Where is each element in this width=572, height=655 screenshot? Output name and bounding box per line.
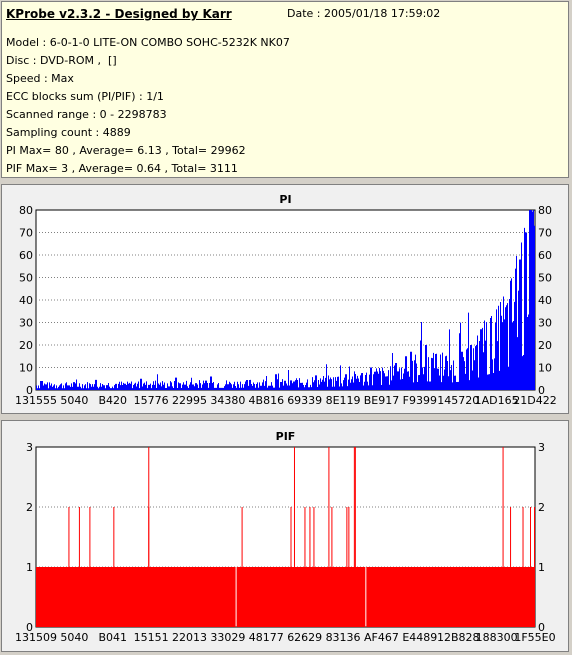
y-tick-label-right: 0 [538,384,545,397]
y-tick-label-left: 2 [26,501,33,514]
x-tick-label: BE917 [364,394,400,407]
x-tick-label: 34380 [210,394,245,407]
speed-line: Speed : Max [6,72,74,85]
pif-stats-line: PIF Max= 3 , Average= 0.64 , Total= 3111 [6,162,238,175]
x-tick-label: 22995 [172,394,207,407]
app-title: KProbe v2.3.2 - Designed by Karr [6,7,232,21]
y-tick-label-left: 20 [19,339,33,352]
x-tick-label: 131509 [15,631,57,644]
pif-baseline-bar [36,567,236,627]
x-tick-label: 22013 [172,631,207,644]
y-tick-label-left: 1 [26,561,33,574]
y-tick-label-left: 40 [19,294,33,307]
x-tick-label: 5040 [60,394,88,407]
y-tick-label-right: 20 [538,339,552,352]
x-tick-label: 69339 [287,394,322,407]
x-tick-label: 15151 [134,631,169,644]
x-tick-label: 188300 [476,631,518,644]
info-panel: KProbe v2.3.2 - Designed by Karr Date : … [1,1,569,178]
x-tick-label: 62629 [287,631,322,644]
pi-chart: PI 0 0 10 10 20 20 30 30 40 40 50 50 60 60 70 70 80 80 1315… [15,193,557,407]
x-tick-label: AF467 [364,631,399,644]
x-tick-label: 1AD165 [475,394,519,407]
pif-chart-panel: PIF 0 0 1 1 2 2 3 3 131509 5040 B041 15151 22013 33029… [1,420,569,652]
scan-date: Date : 2005/01/18 17:59:02 [287,7,441,20]
y-tick-label-left: 0 [26,384,33,397]
pi-stats-line: PI Max= 80 , Average= 6.13 , Total= 2996… [6,144,246,157]
chart-title: PI [279,193,291,206]
ecc-line: ECC blocks sum (PI/PIF) : 1/1 [6,90,164,103]
y-tick-label-left: 30 [19,317,33,330]
x-tick-label: 131555 [15,394,57,407]
y-tick-label-right: 40 [538,294,552,307]
x-tick-label: 4B816 [249,394,285,407]
sampling-line: Sampling count : 4889 [6,126,131,139]
x-tick-label: B041 [98,631,127,644]
y-tick-label-left: 10 [19,362,33,375]
pif-baseline-bar [236,567,366,627]
x-tick-label: 83136 [326,631,361,644]
y-tick-label-right: 80 [538,204,552,217]
x-tick-label: 8E119 [326,394,361,407]
x-tick-label: 12B828 [437,631,480,644]
pi-chart-panel: PI 0 0 10 10 20 20 30 30 40 40 50 50 60 60 70 70 80 80 1315… [1,184,569,414]
x-tick-label: 1F55E0 [514,631,555,644]
y-tick-label-right: 2 [538,501,545,514]
x-tick-label: 33029 [210,631,245,644]
x-tick-label: 5040 [60,631,88,644]
y-tick-label-right: 1 [538,561,545,574]
model-line: Model : 6-0-1-0 LITE-ON COMBO SOHC-5232K… [6,36,290,49]
disc-line: Disc : DVD-ROM , [] [6,54,117,67]
range-line: Scanned range : 0 - 2298783 [6,108,167,121]
x-tick-label: 48177 [249,631,284,644]
chart-title: PIF [276,430,296,443]
y-tick-label-right: 70 [538,227,552,240]
y-tick-label-right: 10 [538,362,552,375]
y-tick-label-right: 60 [538,249,552,262]
pif-chart: PIF 0 0 1 1 2 2 3 3 131509 5040 B041 15151 22013 33029… [15,430,556,644]
y-tick-label-left: 50 [19,272,33,285]
y-tick-label-left: 0 [26,621,33,634]
y-tick-label-left: 70 [19,227,33,240]
x-tick-label: B420 [98,394,127,407]
y-tick-label-right: 30 [538,317,552,330]
y-tick-label-right: 50 [538,272,552,285]
x-tick-label: F9399 [403,394,437,407]
y-tick-label-left: 3 [26,441,33,454]
y-tick-label-right: 0 [538,621,545,634]
y-tick-label-left: 80 [19,204,33,217]
x-tick-label: 145720 [437,394,479,407]
x-tick-label: E4489 [402,631,437,644]
pif-baseline-bar [366,567,535,627]
x-tick-label: 21D422 [513,394,556,407]
x-tick-label: 15776 [134,394,169,407]
y-tick-label-left: 60 [19,249,33,262]
y-tick-label-right: 3 [538,441,545,454]
